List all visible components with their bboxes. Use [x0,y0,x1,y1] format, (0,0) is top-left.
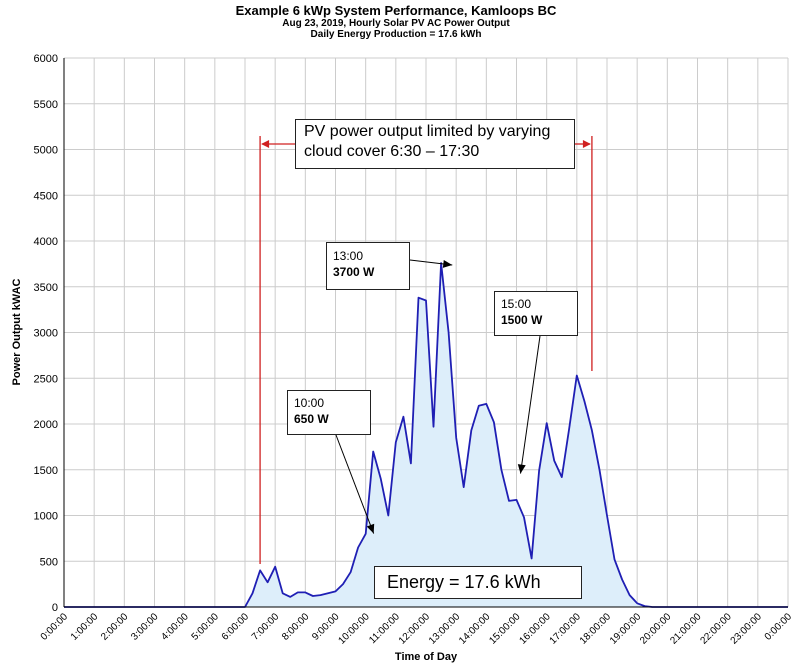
x-tick-label: 1:00:00 [69,611,101,643]
x-tick-label: 0:00:00 [763,611,792,643]
callout-1000-time: 10:00 [294,396,325,410]
x-tick-label: 12:00:00 [397,611,433,647]
arrow-1500-head [517,464,526,474]
callout-1300-time: 13:00 [333,249,364,263]
y-tick-labels: 0 500 1000 1500 2000 2500 3000 3500 4000 4500 5000… [34,53,58,614]
x-tick-label: 2:00:00 [99,611,131,643]
y-tick-label: 500 [40,556,58,568]
callout-1300-value: 3700 W [333,265,375,279]
x-tick-label: 0:00:00 [39,611,71,643]
y-tick-label: 4500 [34,190,58,202]
x-axis-label: Time of Day [395,651,458,663]
title-line-1: Example 6 kWp System Performance, Kamloo… [235,3,557,18]
x-tick-label: 11:00:00 [367,611,402,646]
x-tick-label: 8:00:00 [280,611,312,643]
callout-1500: 15:00 1500 W [494,291,578,336]
x-tick-label: 5:00:00 [190,611,222,643]
title-line-2: Aug 23, 2019, Hourly Solar PV AC Power O… [282,18,510,29]
x-tick-labels: 0:00:001:00:002:00:003:00:004:00:005:00:… [39,611,792,647]
y-axis-label: Power Output kWAC [11,278,23,385]
energy-total-text: Energy = 17.6 kWh [387,572,541,592]
axes [63,58,788,608]
x-tick-label: 6:00:00 [220,611,252,643]
x-tick-label: 20:00:00 [638,611,674,647]
x-tick-label: 21:00:00 [668,611,704,647]
y-tick-label: 4000 [34,236,58,248]
y-tick-label: 1500 [34,465,58,477]
x-tick-label: 14:00:00 [457,611,493,647]
callout-1300: 13:00 3700 W [326,242,410,290]
x-tick-label: 7:00:00 [250,611,282,643]
limit-arrowhead-right [582,140,591,148]
energy-total-box: Energy = 17.6 kWh [374,566,582,599]
y-tick-label: 5000 [34,145,58,157]
x-tick-label: 3:00:00 [129,611,161,643]
arrow-1500-line [520,335,541,474]
x-tick-label: 10:00:00 [336,611,372,647]
title-line-3: Daily Energy Production = 17.6 kWh [310,29,482,40]
callout-1000: 10:00 650 W [287,390,371,435]
callout-1000-value: 650 W [294,412,329,426]
y-tick-label: 5500 [34,99,58,111]
power-area-series [64,262,788,608]
y-tick-label: 3000 [34,328,58,340]
limit-arrowhead-left [261,140,270,148]
arrow-1000-head [366,523,375,534]
y-tick-label: 2000 [34,419,58,431]
x-tick-label: 17:00:00 [548,611,584,647]
y-tick-label: 3500 [34,282,58,294]
x-tick-label: 18:00:00 [578,611,614,647]
cloud-cover-note-text: PV power output limited by varying cloud… [304,123,551,160]
arrow-1300-head [442,259,453,268]
x-tick-label: 23:00:00 [729,611,765,647]
arrow-1000-line [335,434,375,534]
callout-1500-time: 15:00 [501,297,532,311]
x-tick-label: 22:00:00 [698,611,734,647]
chart-title: Example 6 kWp System Performance, Kamloo… [0,3,792,41]
y-tick-label: 0 [52,602,58,614]
cloud-cover-note: PV power output limited by varying cloud… [295,119,575,169]
y-tick-label: 2500 [34,373,58,385]
x-tick-label: 15:00:00 [487,611,523,647]
power-area-fill [64,263,788,607]
power-series-line [64,262,788,608]
callout-1500-value: 1500 W [501,313,543,327]
x-tick-label: 19:00:00 [608,611,644,647]
y-tick-label: 6000 [34,53,58,65]
y-tick-label: 1000 [34,511,58,523]
x-tick-label: 13:00:00 [427,611,463,647]
x-tick-label: 16:00:00 [517,611,553,647]
annotations [259,136,593,564]
x-tick-label: 4:00:00 [159,611,191,643]
